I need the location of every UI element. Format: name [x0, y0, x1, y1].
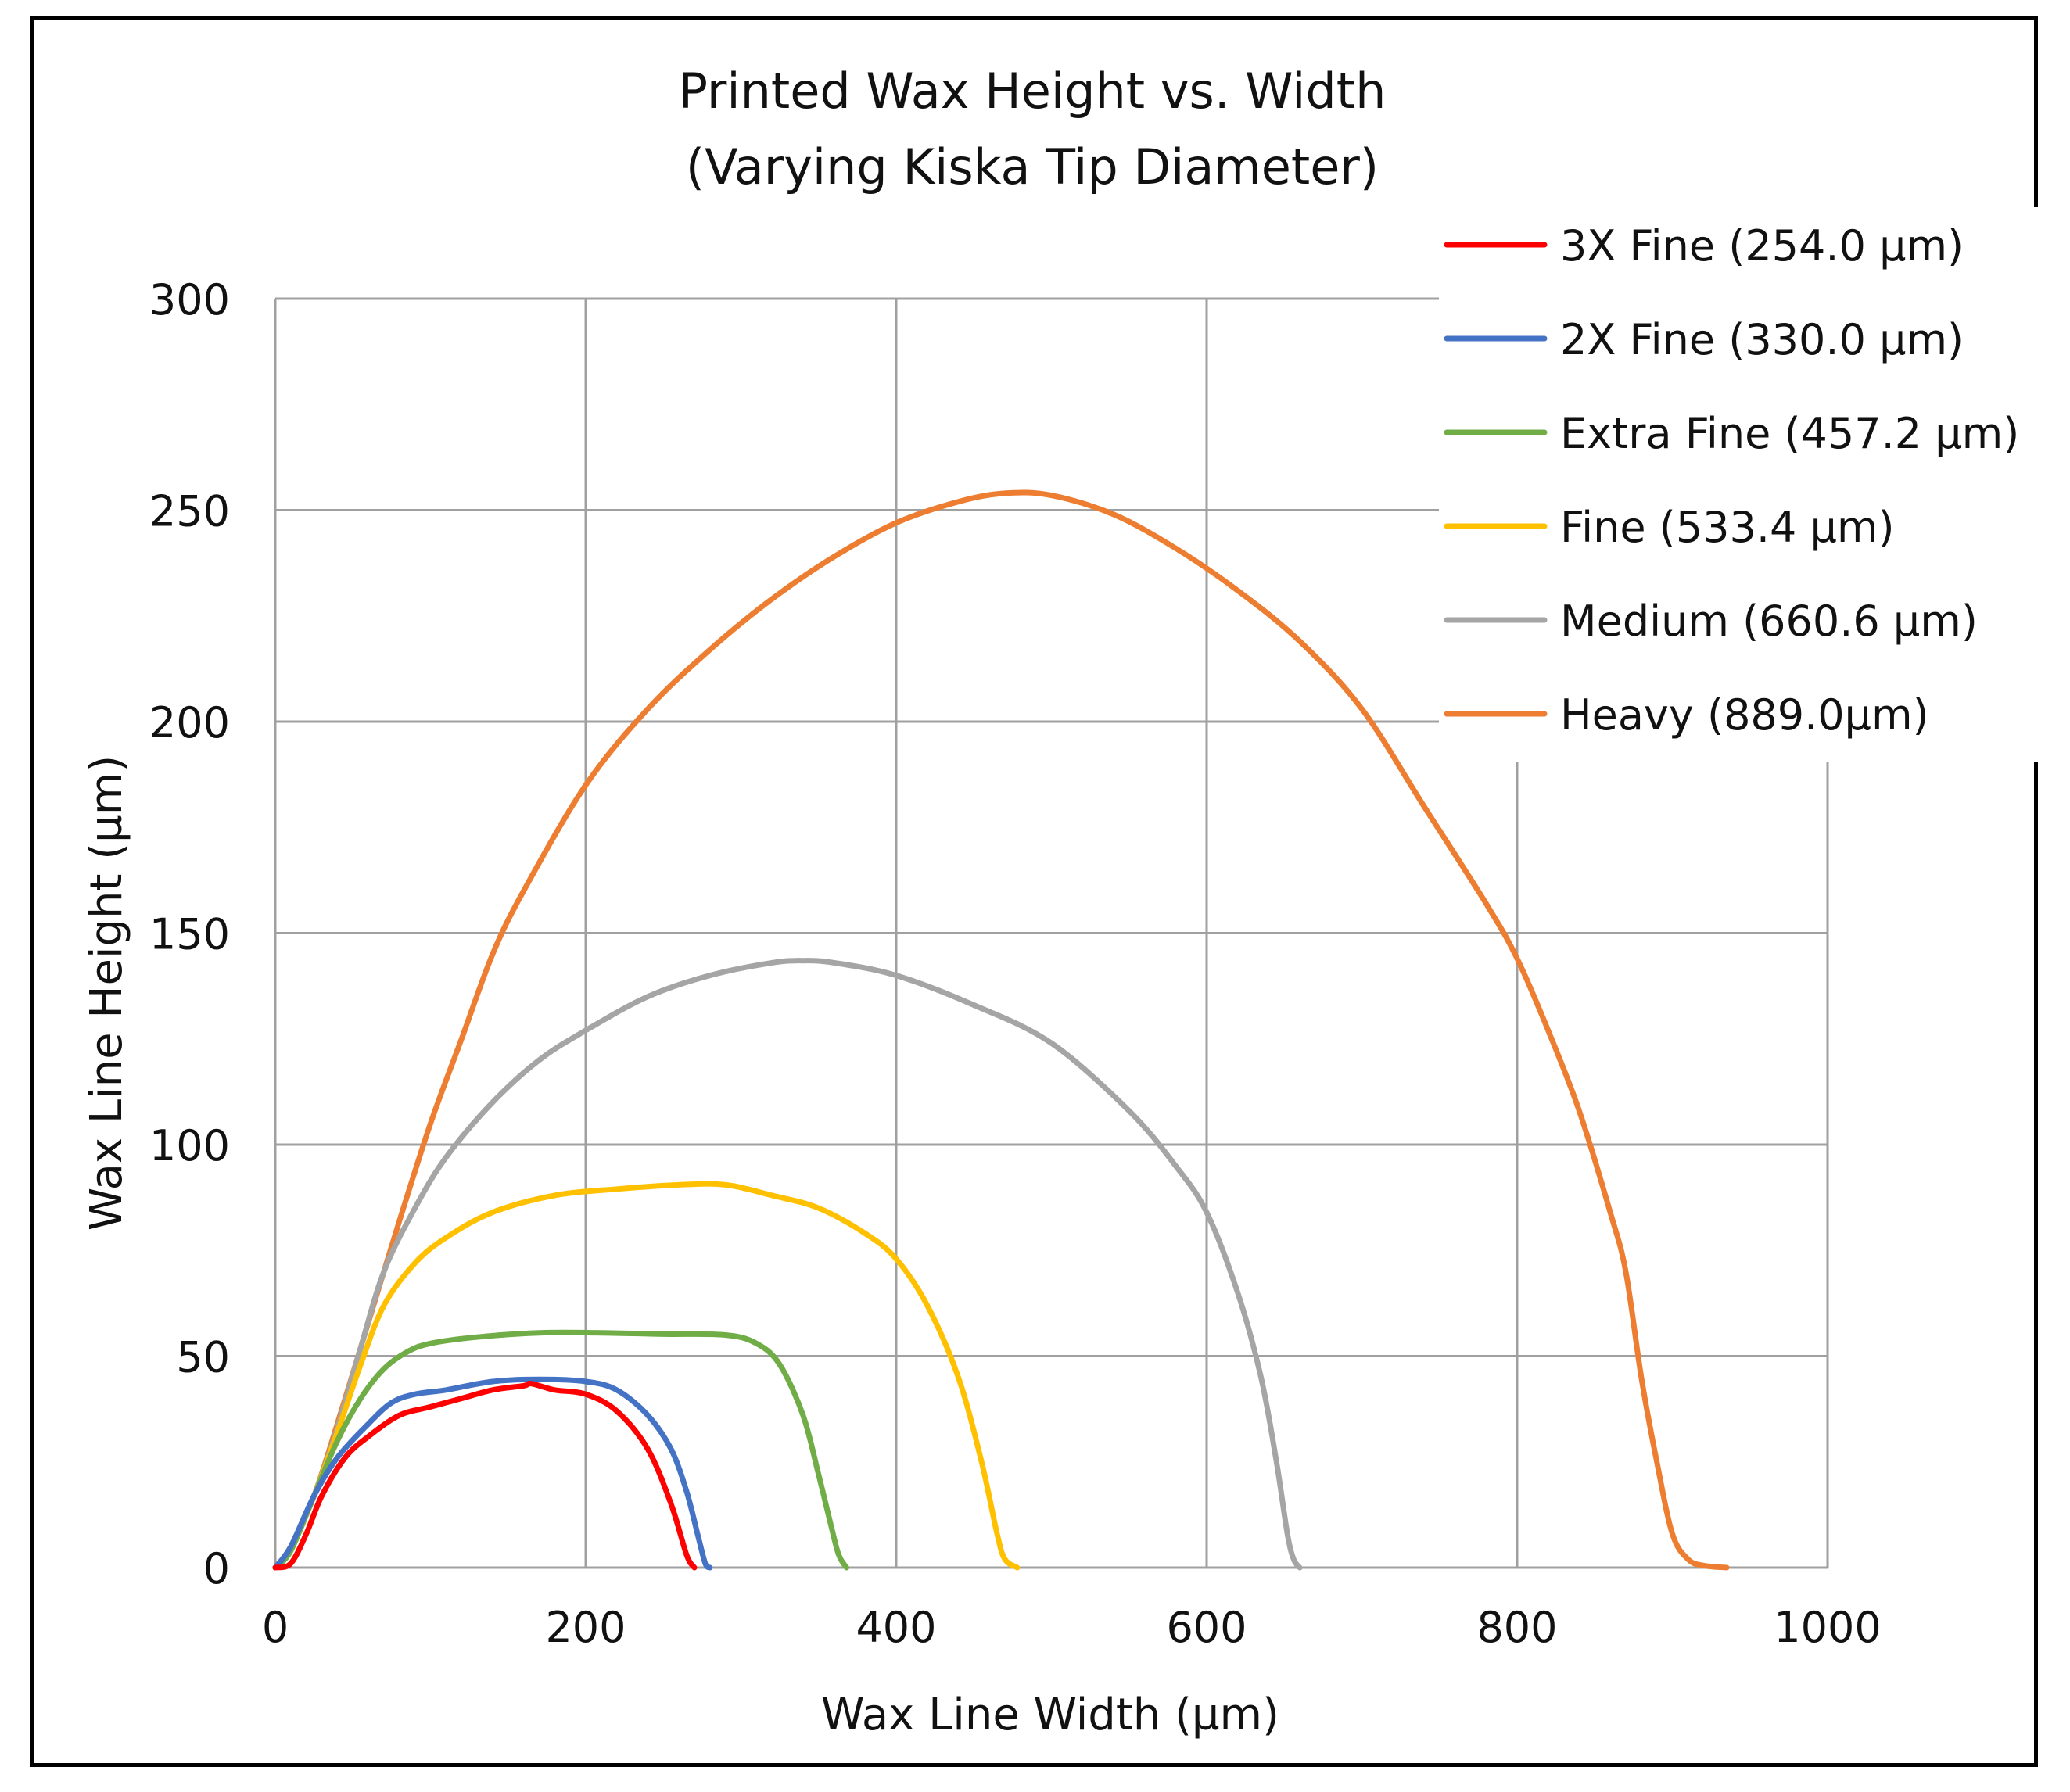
legend-label-5: Heavy (889.0µm)	[1560, 690, 1929, 740]
legend-label-2: Extra Fine (457.2 µm)	[1560, 409, 2019, 458]
chart-title-line-2: (Varying Kiska Tip Diameter)	[686, 138, 1379, 195]
y-tick-label: 300	[149, 275, 230, 324]
y-tick-label: 50	[176, 1333, 230, 1382]
y-tick-label: 200	[149, 698, 230, 747]
x-tick-label: 200	[545, 1603, 626, 1652]
axes: 0 50 100 150 200 250 300 0 200 400 600 800 1000	[149, 275, 1882, 1652]
x-tick-label: 400	[856, 1603, 936, 1652]
legend-label-4: Medium (660.6 µm)	[1560, 597, 1978, 646]
y-tick-label: 150	[149, 910, 230, 959]
x-tick-label: 800	[1476, 1603, 1557, 1652]
series-line-4	[272, 958, 1303, 1571]
series-line-0	[272, 1381, 698, 1571]
y-tick-label: 0	[203, 1544, 230, 1593]
y-axis-label: Wax Line Height (µm)	[81, 755, 132, 1231]
x-tick-label: 600	[1166, 1603, 1247, 1652]
series-line-3	[272, 1181, 1021, 1571]
series-line-1	[272, 1376, 713, 1571]
x-axis-label: Wax Line Width (µm)	[821, 1690, 1279, 1740]
y-tick-label: 250	[149, 487, 230, 536]
legend-background	[1439, 207, 2041, 762]
series-lines	[272, 489, 1730, 1571]
legend-label-1: 2X Fine (330.0 µm)	[1560, 315, 1964, 364]
series-line-5	[272, 489, 1730, 1571]
y-tick-label: 100	[149, 1121, 230, 1170]
x-tick-label: 0	[262, 1603, 289, 1652]
legend: 3X Fine (254.0 µm) 2X Fine (330.0 µm) Extr…	[1444, 221, 2019, 740]
legend-label-3: Fine (533.4 µm)	[1560, 503, 1895, 552]
series-line-2	[272, 1329, 849, 1571]
legend-label-0: 3X Fine (254.0 µm)	[1560, 221, 1964, 271]
x-tick-label: 1000	[1774, 1603, 1881, 1652]
chart-title-line-1: Printed Wax Height vs. Width	[679, 63, 1387, 120]
